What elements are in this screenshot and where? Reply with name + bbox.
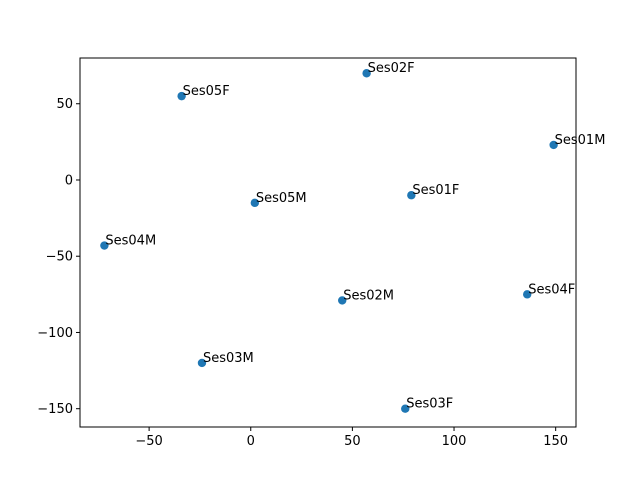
- point-label: Ses01M: [555, 133, 606, 148]
- data-point: [549, 140, 558, 150]
- data-point: [338, 296, 347, 305]
- x-tick-label: 100: [442, 434, 467, 449]
- x-tick-label: 150: [543, 434, 568, 449]
- y-tick-label: −50: [46, 250, 73, 265]
- y-tick-label: 0: [65, 173, 73, 188]
- x-tick-label: 50: [344, 434, 361, 449]
- point-label: Ses02F: [368, 61, 415, 76]
- data-point: [401, 404, 410, 413]
- point-label: Ses02M: [343, 288, 394, 303]
- data-point: [177, 91, 186, 101]
- data-points: Ses02F Ses05F Ses01M Ses01F Ses05M Ses04M Ses0…: [100, 61, 605, 413]
- axis-ticks: −50 0 50 100 150 −150 −100 −50 0 50: [37, 97, 568, 449]
- point-label: Ses04F: [528, 282, 575, 297]
- data-point: [523, 290, 532, 299]
- point-label: Ses01F: [412, 183, 459, 198]
- x-tick-label: −50: [135, 434, 162, 449]
- data-point: [250, 198, 260, 208]
- data-point: [407, 191, 416, 200]
- plot-frame: [79, 57, 577, 428]
- y-tick-label: −150: [37, 402, 73, 417]
- x-tick-label: 0: [247, 434, 255, 449]
- point-label: Ses04M: [105, 234, 156, 249]
- point-label: Ses03M: [203, 351, 254, 366]
- y-tick-label: −100: [37, 326, 73, 341]
- data-point: [100, 241, 109, 250]
- data-point: [362, 69, 371, 78]
- point-label: Ses05F: [183, 84, 230, 99]
- point-label: Ses03F: [406, 397, 453, 412]
- data-point: [197, 358, 207, 368]
- point-label: Ses05M: [256, 191, 307, 206]
- y-tick-label: 50: [56, 97, 73, 112]
